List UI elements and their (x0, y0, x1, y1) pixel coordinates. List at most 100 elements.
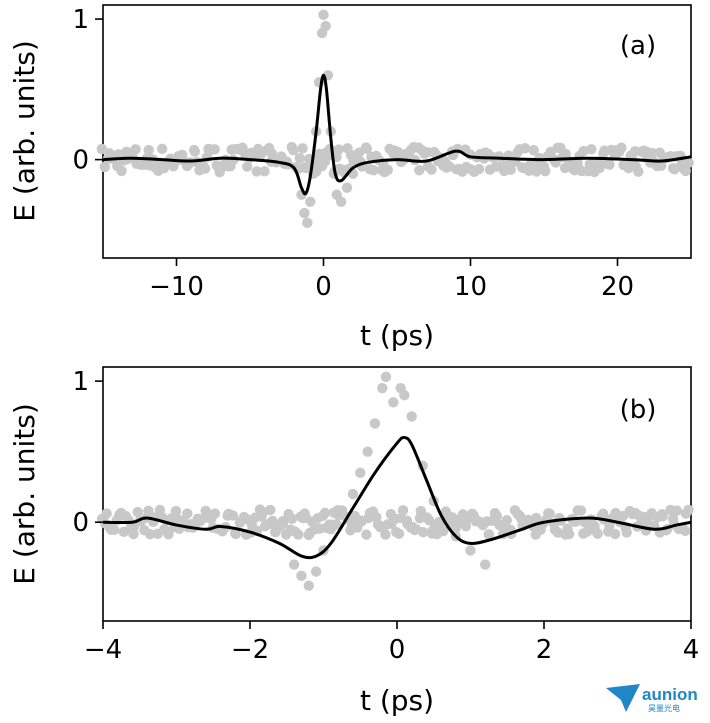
scatter-point (333, 509, 344, 521)
noise-dot (683, 157, 694, 168)
noise-dot (143, 505, 154, 516)
scatter-point (302, 217, 313, 229)
scatter-point (465, 545, 476, 556)
y-tick-label: 1 (72, 367, 89, 397)
scatter-point (406, 411, 417, 422)
panel-b-scatter-series (288, 371, 491, 591)
y-tick-label: 0 (72, 508, 89, 538)
logo-text: aunion (642, 685, 698, 704)
noise-dot (143, 144, 154, 156)
noise-dot (669, 164, 680, 175)
noise-dot (519, 143, 531, 154)
noise-dot (418, 526, 429, 538)
scatter-point (388, 397, 399, 408)
noise-dot (230, 528, 241, 540)
noise-dot (265, 504, 276, 516)
x-tick-label: 0 (389, 635, 406, 665)
noise-dot (380, 529, 391, 540)
panel-b-ticks: −4 −2 0 2 4 0 1 (72, 367, 699, 665)
scatter-point (377, 382, 388, 394)
noise-dot (286, 513, 298, 524)
x-tick-label: −4 (84, 635, 122, 665)
noise-dot (505, 164, 516, 175)
scatter-point (318, 9, 329, 21)
noise-dot (319, 156, 331, 167)
panel-b-line-series (102, 435, 692, 560)
noise-dot (116, 165, 127, 177)
scatter-point (320, 20, 331, 32)
scatter-point (380, 371, 392, 383)
noise-dot (189, 146, 201, 157)
noise-dot (251, 166, 262, 177)
noise-dot (382, 164, 393, 176)
panel-b-ylabel: E (arb. units) (8, 403, 41, 585)
scatter-point (299, 207, 310, 219)
noise-dot (501, 515, 512, 526)
logo-arrow-icon (606, 684, 640, 712)
noise-dot (473, 163, 485, 175)
scatter-point (305, 196, 316, 207)
noise-dot (671, 505, 682, 516)
noise-dot (657, 511, 668, 522)
noise-dot (616, 142, 627, 153)
panel-a-frame (102, 4, 692, 259)
scatter-point (310, 566, 322, 577)
scatter-point (399, 390, 410, 401)
panel-a-line-series (102, 73, 692, 196)
noise-dot (633, 166, 644, 177)
scatter-point (480, 559, 491, 570)
noise-dot (415, 505, 427, 517)
panel-a: −10 0 10 20 0 1 (a) t (ps) E (arb. units) (8, 4, 694, 352)
noise-dot (361, 529, 372, 540)
noise-dot (393, 528, 405, 539)
aunion-logo: aunion 昊量光电 (606, 684, 698, 713)
noise-dot (594, 162, 605, 174)
x-tick-label: 10 (454, 272, 487, 302)
noise-dot (319, 507, 331, 519)
noise-dot (199, 163, 211, 174)
noise-dot (447, 512, 458, 523)
noise-dot (528, 145, 539, 156)
noise-dot (209, 508, 221, 519)
noise-dot (132, 506, 143, 518)
x-tick-label: 0 (315, 272, 332, 302)
noise-dot (259, 166, 270, 177)
noise-dot (592, 528, 603, 539)
noise-dot (294, 152, 305, 164)
noise-dot (460, 520, 472, 532)
noise-dot (609, 528, 621, 540)
noise-dot (297, 143, 308, 154)
noise-dot (293, 529, 304, 540)
noise-dot (96, 143, 108, 155)
noise-dot (426, 164, 437, 175)
noise-dot (333, 144, 344, 155)
noise-dot (108, 524, 120, 536)
noise-dot (227, 510, 239, 521)
noise-dot (99, 161, 110, 173)
noise-dot (544, 508, 555, 519)
panel-b-label: (b) (620, 395, 657, 425)
x-tick-label: −10 (149, 272, 204, 302)
x-tick-label: 2 (536, 635, 553, 665)
noise-dot (182, 508, 193, 519)
panel-a-ylabel: E (arb. units) (8, 40, 41, 222)
panel-b: −4 −2 0 2 4 0 1 (b) t (ps) E (arb. units) (8, 366, 699, 717)
scatter-point (335, 196, 347, 207)
logo-subtext: 昊量光电 (648, 703, 680, 713)
scatter-point (288, 559, 300, 570)
noise-dot (368, 165, 379, 176)
noise-dot (267, 515, 278, 527)
noise-dot (540, 165, 551, 177)
scatter-point (347, 488, 359, 500)
x-tick-label: −2 (231, 635, 269, 665)
noise-dot (491, 510, 503, 522)
noise-dot (144, 529, 156, 540)
noise-dot (683, 504, 694, 516)
noise-dot (680, 525, 691, 537)
noise-dot (483, 529, 495, 540)
noise-dot (209, 144, 220, 155)
x-tick-label: 20 (601, 272, 634, 302)
panel-a-xlabel: t (ps) (360, 319, 434, 352)
noise-dot (170, 505, 182, 517)
noise-dot (438, 525, 449, 537)
